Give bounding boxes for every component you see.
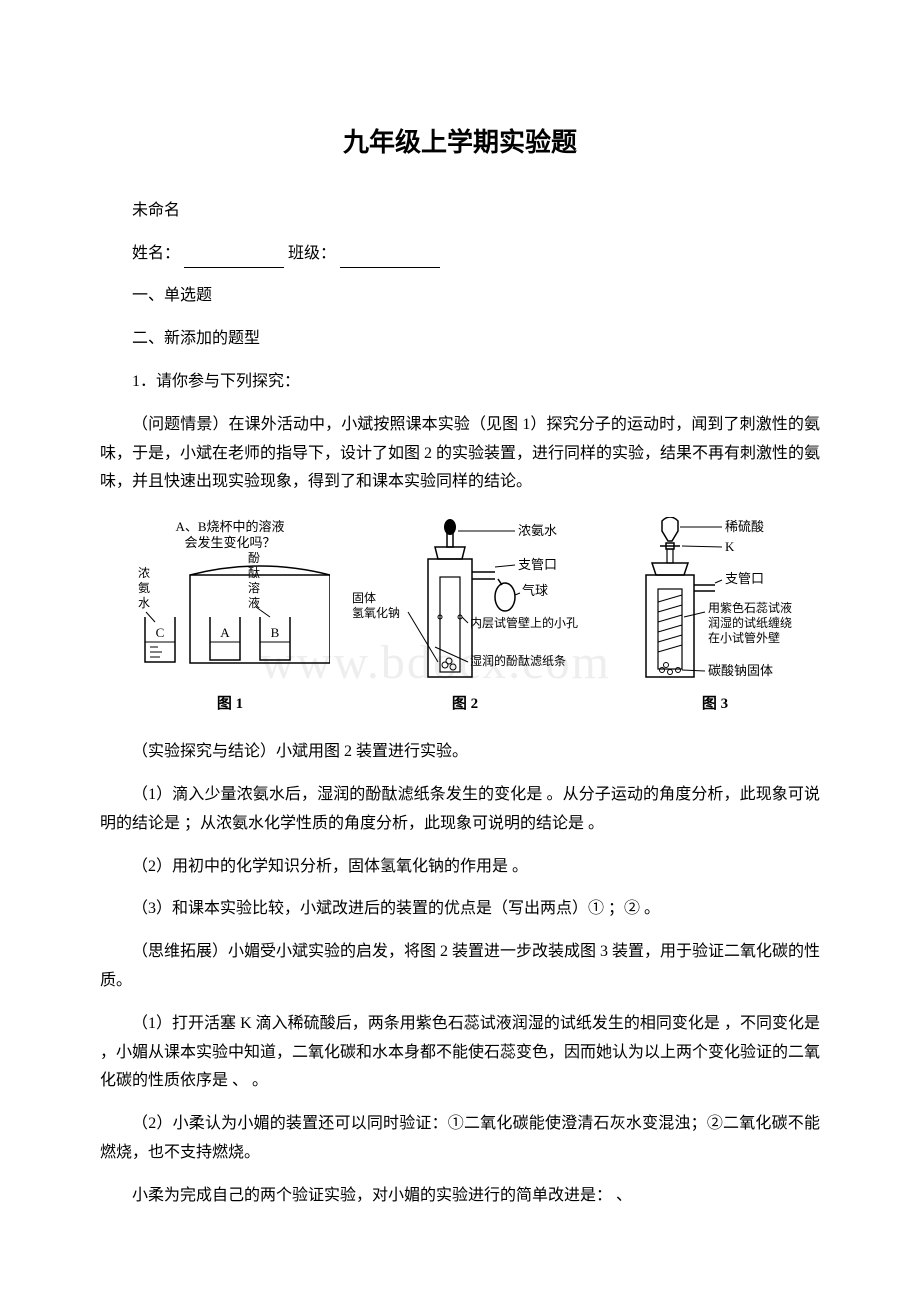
figure-3-svg: 稀硫酸 K 支管口 用紫色石蕊试液 润湿的试纸缠绕 在小试管外壁 碳酸钠固体: [600, 517, 830, 687]
svg-text:酚: 酚: [248, 551, 260, 565]
svg-text:会发生变化吗？: 会发生变化吗？: [184, 535, 275, 550]
question-1-2: （2）用初中的化学知识分析，固体氢氧化钠的作用是 。: [100, 853, 820, 882]
section-2: 二、新添加的题型: [100, 325, 820, 354]
question-1-1: （1）滴入少量浓氨水后，湿润的酚酞滤纸条发生的变化是 。从分子运动的角度分析，此…: [100, 781, 820, 839]
name-blank: [184, 249, 284, 268]
figure-2: 浓氨水 支管口 气球 内层试管壁上的小孔 湿润的酚酞滤纸条 固体 氢氧化钠 图 …: [350, 517, 580, 718]
svg-text:碳酸钠固体: 碳酸钠固体: [708, 663, 773, 678]
svg-text:支管口: 支管口: [518, 557, 557, 572]
svg-text:水: 水: [138, 596, 150, 610]
svg-text:支管口: 支管口: [725, 571, 764, 586]
svg-text:在小试管外壁: 在小试管外壁: [708, 630, 780, 645]
context-paragraph: （问题情景）在课外活动中，小斌按照课本实验（见图 1）探究分子的运动时，闻到了刺…: [100, 411, 820, 497]
svg-text:K: K: [725, 539, 735, 554]
svg-text:润湿的试纸缠绕: 润湿的试纸缠绕: [708, 615, 792, 630]
class-blank: [340, 249, 440, 268]
figure-1-caption: 图 1: [217, 691, 243, 718]
svg-text:酞: 酞: [248, 565, 260, 580]
svg-text:湿润的酚酞滤纸条: 湿润的酚酞滤纸条: [470, 653, 566, 668]
svg-text:C: C: [156, 625, 165, 640]
name-label: 姓名：: [132, 245, 180, 262]
figure-1: A、B烧杯中的溶液 会发生变化吗？ C A B 浓 氨 水: [130, 517, 330, 718]
svg-text:氨: 氨: [138, 581, 150, 595]
fig1-left-label: 浓: [138, 566, 150, 580]
svg-text:B: B: [271, 625, 280, 640]
figure-2-svg: 浓氨水 支管口 气球 内层试管壁上的小孔 湿润的酚酞滤纸条 固体 氢氧化钠: [350, 517, 580, 687]
extend-heading: （思维拓展）小媚受小斌实验的启发，将图 2 装置进一步改装成图 3 装置，用于验…: [100, 938, 820, 996]
name-class-row: 姓名： 班级：: [100, 240, 820, 269]
section-1: 一、单选题: [100, 282, 820, 311]
svg-text:气球: 气球: [522, 583, 548, 598]
figure-3-caption: 图 3: [702, 691, 728, 718]
svg-text:氢氧化钠: 氢氧化钠: [352, 605, 400, 620]
svg-text:A、B烧杯中的溶液: A、B烧杯中的溶液: [175, 519, 284, 534]
question-2-1: （1）打开活塞 K 滴入稀硫酸后，两条用紫色石蕊试液润湿的试纸发生的相同变化是 …: [100, 1010, 820, 1096]
author-label: 未命名: [100, 197, 820, 226]
question-2-2: （2）小柔认为小媚的装置还可以同时验证：①二氧化碳能使澄清石灰水变混浊；②二氧化…: [100, 1110, 820, 1168]
experiment-heading: （实验探究与结论）小斌用图 2 装置进行实验。: [100, 738, 820, 767]
svg-text:稀硫酸: 稀硫酸: [725, 519, 764, 534]
svg-text:内层试管壁上的小孔: 内层试管壁上的小孔: [470, 615, 578, 630]
figures-row: A、B烧杯中的溶液 会发生变化吗？ C A B 浓 氨 水: [130, 517, 820, 718]
figure-1-svg: A、B烧杯中的溶液 会发生变化吗？ C A B 浓 氨 水: [130, 517, 330, 687]
svg-text:固体: 固体: [352, 591, 376, 605]
class-label: 班级：: [288, 245, 336, 262]
svg-text:溶: 溶: [248, 580, 260, 595]
figure-3: 稀硫酸 K 支管口 用紫色石蕊试液 润湿的试纸缠绕 在小试管外壁 碳酸钠固体 图…: [600, 517, 830, 718]
question-1-number: 1．请你参与下列探究：: [100, 368, 820, 397]
svg-text:浓氨水: 浓氨水: [518, 523, 557, 538]
question-2-3: 小柔为完成自己的两个验证实验，对小媚的实验进行的简单改进是： 、: [100, 1182, 820, 1211]
svg-text:A: A: [220, 625, 230, 640]
page-title: 九年级上学期实验题: [100, 120, 820, 167]
question-1-3: （3）和课本实验比较，小斌改进后的装置的优点是（写出两点）① ；② 。: [100, 895, 820, 924]
figure-2-caption: 图 2: [452, 691, 478, 718]
svg-text:液: 液: [248, 595, 260, 610]
svg-text:用紫色石蕊试液: 用紫色石蕊试液: [708, 600, 792, 615]
